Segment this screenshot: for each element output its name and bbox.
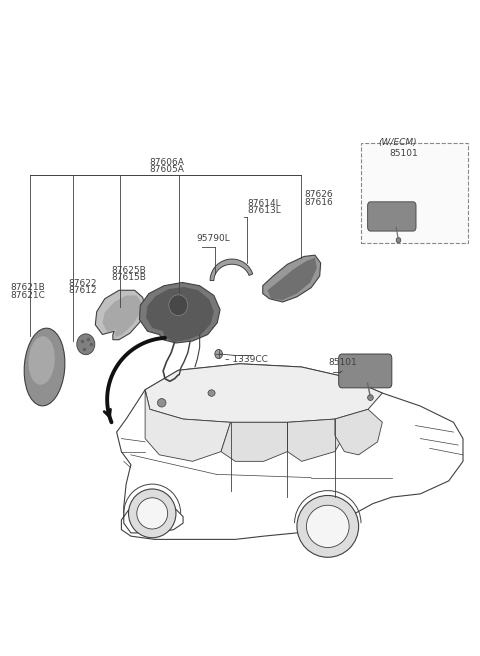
Polygon shape xyxy=(117,364,463,539)
FancyBboxPatch shape xyxy=(339,354,392,388)
Text: 85101: 85101 xyxy=(328,358,357,367)
Ellipse shape xyxy=(77,334,95,355)
Text: 87625B: 87625B xyxy=(111,266,146,275)
Ellipse shape xyxy=(396,237,401,243)
Ellipse shape xyxy=(157,399,166,407)
Text: 87615B: 87615B xyxy=(111,274,146,283)
Ellipse shape xyxy=(368,395,373,401)
Ellipse shape xyxy=(306,505,349,548)
FancyBboxPatch shape xyxy=(361,142,468,243)
Polygon shape xyxy=(102,295,141,337)
Text: (W/ECM): (W/ECM) xyxy=(379,138,417,147)
Text: 85101: 85101 xyxy=(389,148,418,157)
Text: 87606A: 87606A xyxy=(149,157,184,167)
Ellipse shape xyxy=(297,495,359,558)
Text: 87622: 87622 xyxy=(68,279,97,288)
Polygon shape xyxy=(221,422,288,461)
Ellipse shape xyxy=(215,350,222,359)
Polygon shape xyxy=(139,283,220,343)
Polygon shape xyxy=(146,287,214,342)
Text: 95790L: 95790L xyxy=(196,234,230,243)
Polygon shape xyxy=(210,259,252,281)
Polygon shape xyxy=(145,364,383,422)
Polygon shape xyxy=(145,390,230,461)
Ellipse shape xyxy=(28,337,55,385)
Text: 87605A: 87605A xyxy=(149,165,184,174)
Polygon shape xyxy=(288,419,344,461)
Ellipse shape xyxy=(129,489,176,538)
Text: – 1339CC: – 1339CC xyxy=(225,355,268,363)
Polygon shape xyxy=(335,409,383,455)
Ellipse shape xyxy=(208,390,215,396)
Text: 87613L: 87613L xyxy=(248,207,281,215)
Ellipse shape xyxy=(169,295,188,316)
Ellipse shape xyxy=(137,498,168,529)
Text: 87612: 87612 xyxy=(68,287,97,295)
Polygon shape xyxy=(267,258,317,300)
Text: 87616: 87616 xyxy=(304,198,333,207)
Text: 87626: 87626 xyxy=(304,190,333,199)
Ellipse shape xyxy=(24,328,65,406)
Polygon shape xyxy=(263,255,321,302)
Polygon shape xyxy=(96,290,145,340)
Text: 87614L: 87614L xyxy=(248,199,281,208)
Text: 87621C: 87621C xyxy=(10,291,45,300)
Text: 87621B: 87621B xyxy=(10,283,45,292)
FancyBboxPatch shape xyxy=(368,202,416,231)
